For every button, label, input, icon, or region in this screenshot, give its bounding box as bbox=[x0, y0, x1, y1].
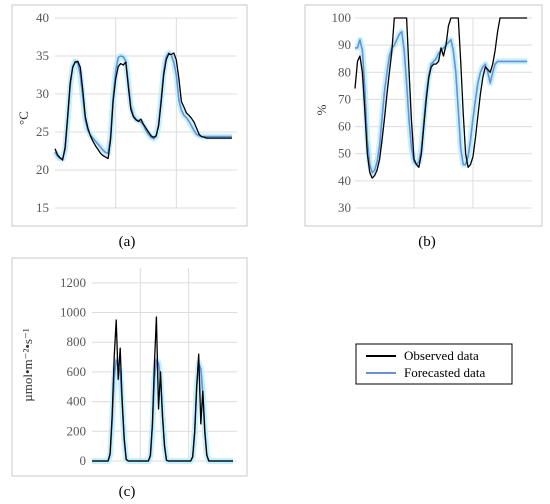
y-tick-label: 15 bbox=[36, 200, 49, 215]
panel-a-frame bbox=[11, 4, 248, 227]
legend-box bbox=[355, 343, 513, 385]
y-tick-label: 800 bbox=[67, 334, 87, 349]
y-tick-label: 20 bbox=[36, 162, 49, 177]
y-tick-label: 40 bbox=[36, 10, 49, 25]
panel-b-series bbox=[354, 17, 528, 179]
panel-c-frame bbox=[11, 257, 248, 477]
panel-c-label: (c) bbox=[119, 484, 136, 500]
panel-b-label: (b) bbox=[418, 234, 436, 250]
y-tick-label: 30 bbox=[36, 86, 49, 101]
panel-c-series bbox=[91, 316, 234, 464]
panel-b-frame bbox=[304, 4, 543, 227]
panel-a-label: (a) bbox=[119, 234, 136, 250]
forecasted-series-halo bbox=[52, 50, 233, 162]
y-tick-label: 0 bbox=[80, 453, 87, 468]
legend: Observed data Forecasted data bbox=[355, 343, 513, 385]
y-tick-label: 400 bbox=[67, 394, 87, 409]
panel-c-y-axis-label: µmol•m⁻²•s⁻¹ bbox=[20, 328, 35, 402]
y-tick-label: 60 bbox=[338, 119, 351, 134]
legend-forecasted-label: Forecasted data bbox=[404, 365, 485, 380]
y-tick-label: 80 bbox=[338, 64, 351, 79]
y-tick-label: 100 bbox=[332, 10, 352, 25]
y-tick-label: 600 bbox=[67, 364, 87, 379]
y-tick-label: 200 bbox=[67, 423, 87, 438]
y-tick-label: 50 bbox=[338, 146, 351, 161]
legend-observed-label: Observed data bbox=[404, 348, 479, 363]
panel-a-temperature-chart: 15 20 25 30 35 40 °C (a) bbox=[11, 4, 248, 250]
panel-c-light-chart: 0 200 400 600 800 1000 1200 µmol•m⁻²•s⁻¹ (c) bbox=[11, 257, 248, 500]
y-tick-label: 30 bbox=[338, 200, 351, 215]
y-tick-label: 25 bbox=[36, 124, 49, 139]
y-tick-label: 1200 bbox=[60, 275, 86, 290]
y-tick-label: 40 bbox=[338, 173, 351, 188]
panel-b-y-ticks: 30 40 50 60 70 80 90 100 bbox=[332, 10, 352, 215]
y-tick-label: 1000 bbox=[60, 305, 86, 320]
observed-series-line bbox=[92, 316, 233, 462]
panel-b-y-axis-label: % bbox=[314, 104, 329, 115]
y-tick-label: 70 bbox=[338, 91, 351, 106]
panel-a-y-ticks: 15 20 25 30 35 40 bbox=[36, 10, 49, 215]
panel-a-y-axis-label: °C bbox=[16, 111, 31, 125]
panel-a-series bbox=[52, 50, 233, 162]
y-tick-label: 35 bbox=[36, 48, 49, 63]
observed-series-line bbox=[54, 52, 232, 161]
observed-series-line bbox=[354, 17, 528, 179]
panel-b-humidity-chart: 30 40 50 60 70 80 90 100 % (b) bbox=[304, 4, 543, 250]
y-tick-label: 90 bbox=[338, 37, 351, 52]
panel-c-y-ticks: 0 200 400 600 800 1000 1200 bbox=[60, 275, 86, 468]
